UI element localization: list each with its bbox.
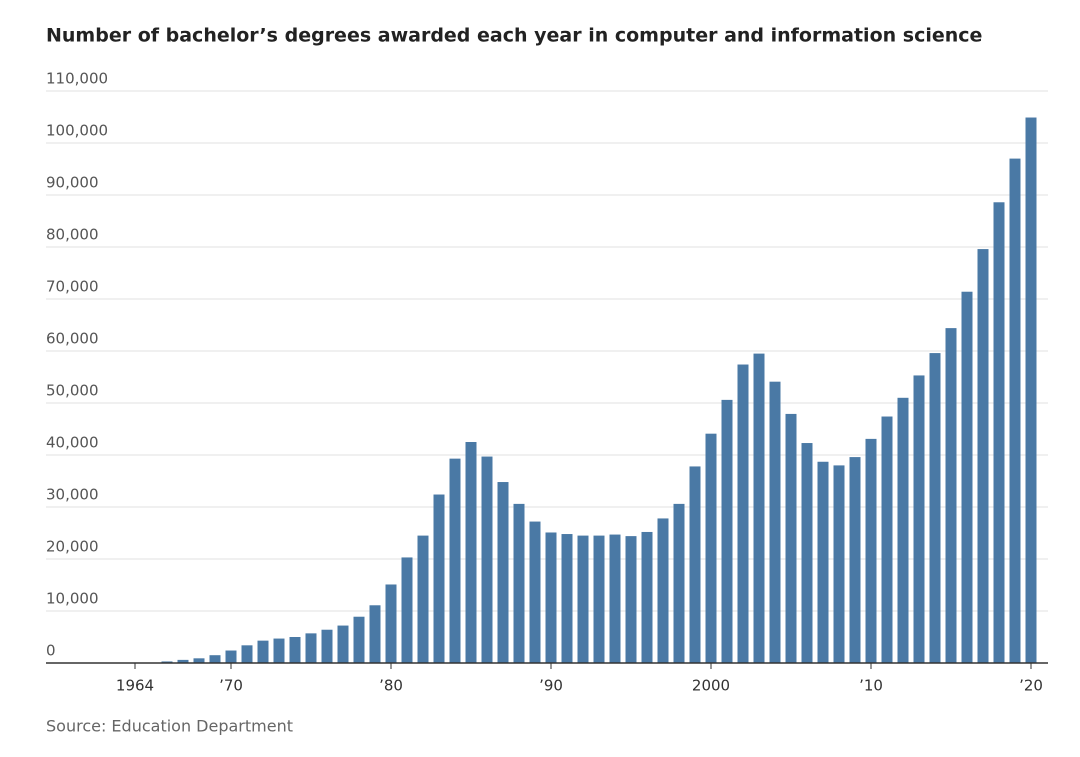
bar: [977, 249, 989, 663]
bar: [641, 531, 653, 663]
y-tick-label: 30,000: [46, 486, 99, 504]
bar: [833, 465, 845, 663]
bar: [945, 328, 957, 663]
bar: [737, 364, 749, 663]
bar: [305, 633, 317, 663]
x-tick-label: 1964: [116, 677, 154, 695]
bar: [401, 557, 413, 663]
bar: [417, 535, 429, 663]
bar: [913, 375, 925, 663]
bar: [561, 534, 573, 663]
x-tick-label: ’80: [379, 677, 403, 695]
y-tick-label: 20,000: [46, 538, 99, 556]
bar: [721, 399, 733, 663]
bar: [881, 416, 893, 663]
bar: [369, 605, 381, 663]
bar: [433, 494, 445, 663]
x-tick-label: ’20: [1019, 677, 1043, 695]
bar: [1009, 158, 1021, 663]
y-tick-label: 60,000: [46, 330, 99, 348]
x-tick-label: ’10: [859, 677, 883, 695]
bar: [929, 353, 941, 663]
bar: [161, 661, 173, 663]
bar: [961, 291, 973, 663]
bar: [465, 442, 477, 663]
bar: [609, 534, 621, 663]
bar: [513, 503, 525, 663]
chart-title: Number of bachelor’s degrees awarded eac…: [46, 25, 982, 47]
x-tick-label: 2000: [692, 677, 730, 695]
bar: [753, 353, 765, 663]
bar: [673, 503, 685, 663]
bar: [625, 536, 637, 663]
bar: [705, 433, 717, 663]
bar: [1025, 117, 1037, 663]
bar: [337, 625, 349, 663]
bar: [209, 655, 221, 663]
bar: [225, 650, 237, 663]
y-tick-label: 50,000: [46, 382, 99, 400]
bar: [689, 466, 701, 663]
x-tick-label: ’70: [219, 677, 243, 695]
bar: [769, 381, 781, 663]
bar: [273, 638, 285, 663]
bar: [897, 397, 909, 663]
bar: [545, 532, 557, 663]
y-tick-label: 80,000: [46, 226, 99, 244]
bar: [657, 518, 669, 663]
y-tick-label: 10,000: [46, 590, 99, 608]
y-tick-label: 0: [46, 642, 56, 660]
bar: [577, 535, 589, 663]
bar: [849, 457, 861, 663]
bar: [865, 438, 877, 663]
bar: [193, 658, 205, 663]
bar: [993, 202, 1005, 663]
y-tick-label: 110,000: [46, 70, 108, 88]
x-tick-label: ’90: [539, 677, 563, 695]
y-tick-label: 40,000: [46, 434, 99, 452]
bar: [481, 456, 493, 663]
bar: [529, 521, 541, 663]
bar: [593, 535, 605, 663]
y-tick-label: 100,000: [46, 122, 108, 140]
bar: [177, 659, 189, 663]
bar: [817, 461, 829, 663]
bar: [321, 629, 333, 663]
bar: [801, 443, 813, 663]
y-tick-label: 70,000: [46, 278, 99, 296]
bar: [385, 584, 397, 663]
bar: [353, 616, 365, 663]
bar: [785, 413, 797, 663]
bar: [241, 645, 253, 663]
bar: [289, 637, 301, 663]
source-note: Source: Education Department: [46, 717, 293, 736]
bar: [497, 482, 509, 663]
bar: [449, 458, 461, 663]
y-tick-label: 90,000: [46, 174, 99, 192]
bar: [257, 640, 269, 663]
